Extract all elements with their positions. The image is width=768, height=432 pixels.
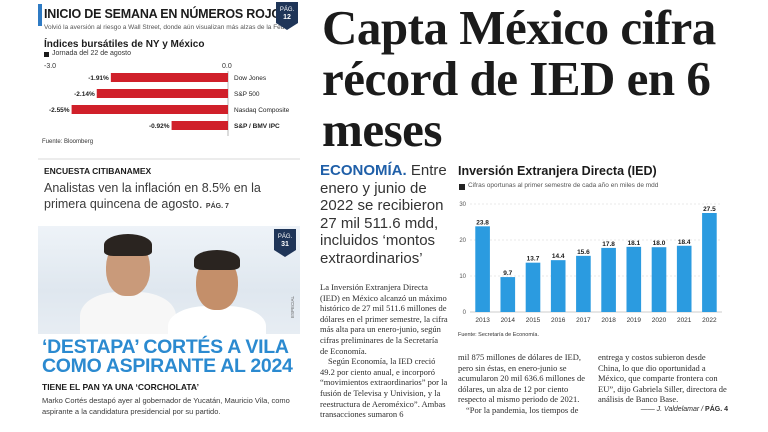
bar-2014 (500, 277, 516, 312)
torso (80, 292, 176, 334)
body-paragraph: “Por la pandemia, los tiempos de (466, 404, 579, 415)
axis-label-zero: 0.0 (222, 63, 232, 70)
category-label: Nasdaq Composite (234, 107, 290, 114)
main-body-column-3: entrega y costos subieron desde China, l… (598, 352, 728, 416)
bar-1 (96, 89, 228, 98)
politics-body: Marko Cortés destapó ayer al gobernador … (42, 396, 290, 416)
y-tick-label: 20 (459, 238, 466, 244)
bar-2021 (676, 245, 692, 312)
byline-page: PÁG. 4 (705, 405, 728, 413)
x-tick-label: 2018 (601, 317, 616, 324)
indices-bar-chart: -3.0 0.0 -1.91% Dow Jones -2.14% S&P 500 -2.55… (44, 63, 290, 136)
ied-chart-title: Inversión Extranjera Directa (IED) (458, 164, 657, 178)
category-label: S&P 500 (234, 91, 260, 98)
bar-value-label: -2.14% (74, 91, 95, 98)
bar-value-label: -2.55% (49, 107, 70, 114)
bar-2 (71, 105, 228, 114)
bar-2016 (550, 260, 566, 312)
photo-credit: ESPECIAL (290, 295, 295, 318)
bar-2019 (626, 246, 642, 312)
x-tick-label: 2019 (627, 317, 642, 324)
accent-bar (38, 4, 42, 26)
politicians-photo (38, 226, 300, 334)
bar-2020 (651, 247, 667, 312)
bar-2015 (525, 262, 541, 312)
torso (168, 306, 266, 334)
indices-chart-title: Índices bursátiles de NY y México (44, 39, 205, 50)
y-tick-label: 0 (463, 310, 467, 316)
x-tick-label: 2014 (501, 317, 516, 324)
page-badge-number: 31 (281, 241, 289, 248)
byline-author: J. Valdelamar (656, 405, 700, 413)
markets-box: INICIO DE SEMANA EN NÚMEROS ROJOS Volvió… (38, 0, 300, 158)
bar-2022 (702, 213, 717, 312)
main-headline: Capta México cifra récord de IED en 6 me… (322, 0, 716, 157)
politics-label: TIENE EL PAN YA UNA ‘CORCHOLATA’ (42, 382, 199, 392)
hair (194, 250, 240, 270)
indices-source: Fuente: Bloomberg (42, 139, 94, 145)
body-paragraph: entrega y costos subieron desde China, l… (598, 352, 727, 405)
x-tick-label: 2015 (526, 317, 541, 324)
byline: —— J. Valdelamar / PÁG. 4 (640, 405, 728, 413)
lede-text: Entre enero y junio de 2022 se recibiero… (320, 162, 447, 267)
ied-chart-subtitle: Cifras oportunas al primer semestre de c… (468, 182, 659, 189)
politics-headline: ‘DESTAPA’ CORTÉS A VILA COMO ASPIRANTE A… (42, 336, 293, 377)
bar-value-label: 27.5 (703, 206, 716, 213)
encuesta-headline: Analistas ven la inflación en 8.5% en la… (44, 180, 302, 215)
encuesta-headline-text: Analistas ven la inflación en 8.5% en la… (44, 181, 261, 211)
page-badge-prefix: PÁG. (277, 234, 293, 240)
page-badge-31: PÁG. 31 (274, 229, 296, 257)
body-paragraph: Según Economía, la IED creció 49.2 por c… (320, 356, 448, 420)
bar-value-label: -1.91% (88, 75, 109, 82)
body-paragraph: mil 875 millones de dólares de IED, pero… (458, 352, 586, 405)
main-body-column-1: La Inversión Extranjera Directa (IED) en… (320, 282, 448, 420)
ied-source: Fuente: Secretaría de Economía. (458, 332, 540, 338)
page-badge-12: PÁG. 12 (276, 2, 298, 30)
bar-value-label: -0.92% (149, 123, 170, 130)
main-body-column-2: mil 875 millones de dólares de IED, pero… (458, 352, 586, 416)
bar-0 (110, 73, 228, 82)
y-tick-label: 30 (459, 202, 466, 208)
markets-subhead: Volvió la aversión al riesgo a Wall Stre… (44, 24, 285, 31)
x-tick-label: 2020 (652, 317, 667, 324)
bar-value-label: 18.4 (678, 239, 691, 246)
page-badge-prefix: PÁG. (279, 7, 295, 13)
bar-value-label: 13.7 (527, 256, 540, 263)
category-label: S&P / BMV IPC (234, 123, 280, 130)
page-badge-number: 12 (283, 14, 291, 21)
x-tick-label: 2016 (551, 317, 566, 324)
x-tick-label: 2017 (576, 317, 591, 324)
x-tick-label: 2022 (702, 317, 717, 324)
ied-bar-chart: 0 10 20 30 23.8 2013 9.7 2014 13.7 2015 14.4 2016 15… (459, 202, 722, 324)
bar-3 (171, 121, 228, 130)
bar-value-label: 9.7 (503, 270, 512, 277)
x-tick-label: 2021 (677, 317, 692, 324)
axis-label-min: -3.0 (44, 63, 56, 70)
bar-2013 (475, 226, 490, 312)
legend-swatch (44, 52, 49, 57)
bar-value-label: 15.6 (577, 249, 590, 256)
bar-value-label: 18.0 (653, 240, 666, 247)
bar-2017 (576, 255, 591, 312)
bar-value-label: 18.1 (627, 240, 640, 247)
bar-2018 (601, 247, 616, 312)
bar-value-label: 14.4 (552, 253, 565, 260)
encuesta-kicker: ENCUESTA CITIBANAMEX (44, 166, 152, 176)
bar-value-label: 17.8 (602, 241, 615, 248)
hair (104, 234, 152, 256)
y-tick-label: 10 (459, 274, 466, 280)
main-lede: ECONOMÍA. Entre enero y junio de 2022 se… (320, 162, 452, 267)
bar-value-label: 23.8 (476, 219, 489, 226)
encuesta-page-ref: PÁG. 7 (205, 203, 229, 210)
category-label: Dow Jones (234, 75, 267, 82)
markets-headline: INICIO DE SEMANA EN NÚMEROS ROJOS (44, 7, 290, 21)
lede-kicker: ECONOMÍA. (320, 162, 407, 179)
indices-legend: Jornada del 22 de agosto (52, 50, 132, 57)
section-divider (38, 158, 300, 160)
x-tick-label: 2013 (475, 317, 490, 324)
legend-swatch (459, 184, 465, 190)
body-paragraph: La Inversión Extranjera Directa (IED) en… (320, 282, 448, 356)
